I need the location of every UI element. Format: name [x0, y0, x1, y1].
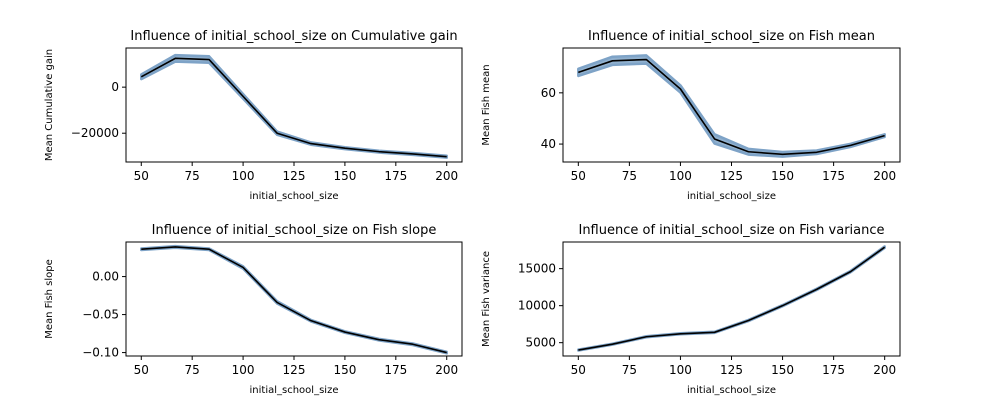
- series-confidence-band: [140, 244, 448, 355]
- y-axis-label: Mean Fish slope: [44, 259, 55, 339]
- chart-cumulative-gain: Influence of initial_school_size on Cumu…: [44, 29, 463, 202]
- series-line: [141, 246, 447, 354]
- x-tick-label: 175: [822, 169, 845, 183]
- x-tick-label: 175: [384, 169, 407, 183]
- y-tick-label: 10000: [518, 299, 556, 313]
- x-tick-label: 75: [185, 169, 200, 183]
- x-tick-label: 100: [669, 363, 692, 377]
- series-confidence-band: [140, 53, 448, 159]
- x-tick-label: 100: [232, 169, 255, 183]
- x-axis-label: initial_school_size: [250, 385, 339, 396]
- axes-frame: [125, 47, 463, 163]
- chart-title: Influence of initial_school_size on Fish…: [588, 29, 875, 44]
- x-tick-label: 125: [720, 363, 743, 377]
- chart-title: Influence of initial_school_size on Cumu…: [130, 29, 457, 44]
- x-tick-label: 75: [622, 169, 637, 183]
- x-tick-label: 200: [435, 169, 458, 183]
- x-tick-label: 200: [873, 363, 896, 377]
- y-tick-label: −20000: [71, 126, 119, 140]
- x-tick-label: 125: [283, 169, 306, 183]
- x-tick-label: 200: [873, 169, 896, 183]
- x-tick-label: 50: [134, 169, 149, 183]
- x-tick-label: 75: [622, 363, 637, 377]
- y-axis-label: Mean Fish mean: [481, 64, 492, 145]
- x-axis-label: initial_school_size: [687, 385, 776, 396]
- x-tick-label: 100: [232, 363, 255, 377]
- x-tick-label: 75: [185, 363, 200, 377]
- y-axis-label: Mean Fish variance: [481, 251, 492, 347]
- series-line: [578, 246, 886, 351]
- y-tick-label: −0.10: [82, 346, 119, 360]
- x-axis-label: initial_school_size: [687, 191, 776, 202]
- y-tick-label: 5000: [525, 336, 556, 350]
- y-tick-label: 15000: [518, 262, 556, 276]
- x-tick-label: 150: [771, 363, 794, 377]
- x-tick-label: 125: [283, 363, 306, 377]
- y-tick-label: 0.00: [92, 270, 119, 284]
- x-tick-label: 125: [720, 169, 743, 183]
- x-tick-label: 150: [333, 169, 356, 183]
- chart-fish-slope: Influence of initial_school_size on Fish…: [44, 223, 463, 396]
- chart-fish-mean: Influence of initial_school_size on Fish…: [481, 29, 901, 202]
- x-tick-label: 175: [822, 363, 845, 377]
- series-line: [578, 58, 885, 156]
- chart-title: Influence of initial_school_size on Fish…: [152, 223, 437, 238]
- y-tick-label: −0.05: [82, 308, 119, 322]
- x-tick-label: 175: [384, 363, 407, 377]
- x-tick-label: 50: [134, 363, 149, 377]
- series-confidence-band: [577, 245, 886, 352]
- series-confidence-band: [577, 54, 886, 158]
- chart-fish-variance: Influence of initial_school_size on Fish…: [481, 223, 901, 396]
- x-axis-label: initial_school_size: [250, 191, 339, 202]
- x-tick-label: 150: [333, 363, 356, 377]
- x-tick-label: 50: [571, 169, 586, 183]
- y-axis-label: Mean Cumulative gain: [44, 49, 55, 161]
- series-line: [140, 57, 447, 158]
- x-tick-label: 150: [771, 169, 794, 183]
- x-tick-label: 100: [669, 169, 692, 183]
- axes-frame: [125, 241, 463, 357]
- x-tick-label: 200: [435, 363, 458, 377]
- x-tick-label: 50: [571, 363, 586, 377]
- chart-title: Influence of initial_school_size on Fish…: [578, 223, 884, 238]
- axes-frame: [562, 241, 901, 357]
- y-tick-label: 0: [111, 80, 119, 94]
- y-tick-label: 60: [541, 86, 556, 100]
- y-tick-label: 40: [541, 137, 556, 151]
